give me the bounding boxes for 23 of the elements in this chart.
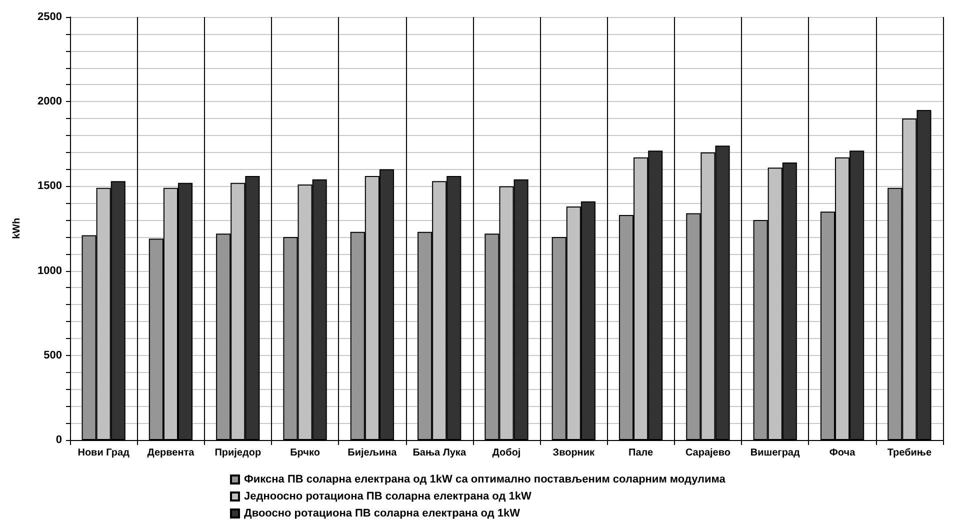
y-tick-label: 1000	[38, 264, 62, 277]
y-tick-label: 0	[56, 434, 62, 446]
x-tick-label: Требиње	[887, 448, 932, 458]
x-tick-label: Добој	[492, 448, 521, 458]
x-tick-label: Дервента	[147, 448, 195, 458]
y-tick-label: 500	[44, 349, 62, 362]
legend-label: Двоосно ротациона ПВ соларна електрана од 1kW	[244, 508, 521, 520]
x-tick-label: Фоча	[829, 448, 856, 458]
y-tick-label: 1500	[38, 180, 62, 192]
legend-label: Једноосно ротациона ПВ соларна електрана од 1kW	[244, 490, 532, 502]
x-tick-label: Зворник	[552, 448, 596, 458]
x-tick-label: Бијељина	[348, 448, 398, 458]
legend-label: Фиксна ПВ соларна електрана од 1kW са оптимално постављеним соларним модулима	[244, 474, 726, 486]
y-axis-title: kWh	[12, 218, 22, 240]
x-tick-label: Сарајево	[685, 448, 730, 458]
x-tick-label: Пале	[628, 448, 654, 458]
x-tick-label: Приједор	[214, 448, 262, 458]
y-tick-label: 2500	[38, 11, 62, 23]
x-tick-label: Вишеград	[750, 448, 800, 458]
x-tick-label: Брчко	[290, 448, 320, 458]
x-tick-label: Бања Лука	[412, 448, 466, 458]
x-tick-label: Нови Град	[78, 448, 130, 458]
y-tick-label: 2000	[38, 96, 62, 108]
